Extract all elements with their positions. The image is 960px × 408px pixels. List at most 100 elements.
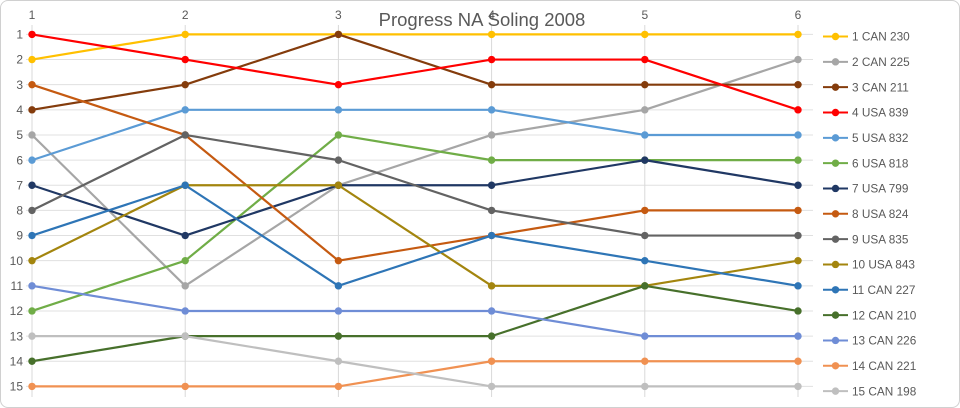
series-line bbox=[31, 58, 799, 287]
legend-entry: 14 CAN 221 bbox=[823, 359, 916, 373]
legend-marker-dot bbox=[831, 159, 840, 167]
y-tick-label: 6 bbox=[16, 153, 23, 167]
data-point bbox=[794, 206, 802, 215]
data-point bbox=[487, 80, 496, 89]
series-line bbox=[31, 108, 798, 162]
legend-label: 15 CAN 198 bbox=[852, 384, 917, 398]
legend-label: 6 USA 818 bbox=[852, 156, 909, 170]
data-point bbox=[181, 106, 189, 114]
y-tick-label: 10 bbox=[10, 254, 24, 268]
data-point bbox=[181, 30, 189, 39]
data-point bbox=[334, 282, 343, 290]
series-8-usa-824 bbox=[28, 80, 802, 265]
legend-label: 3 CAN 211 bbox=[852, 80, 909, 94]
series-6-usa-818 bbox=[28, 131, 802, 315]
data-point bbox=[641, 156, 649, 164]
data-point bbox=[641, 30, 649, 39]
data-point bbox=[28, 156, 36, 164]
y-tick-label: 5 bbox=[16, 128, 23, 142]
data-point bbox=[794, 80, 802, 89]
data-point bbox=[28, 206, 36, 215]
data-point bbox=[794, 231, 802, 240]
series-4-usa-839 bbox=[28, 30, 802, 114]
x-axis-tick-labels: 1 2 3 4 5 6 bbox=[29, 8, 802, 22]
data-point bbox=[641, 382, 649, 391]
x-tick-label: 3 bbox=[335, 8, 342, 22]
series-3-can-211 bbox=[28, 30, 802, 114]
legend-entry: 10 USA 843 bbox=[823, 258, 915, 272]
data-point bbox=[487, 231, 496, 240]
data-point bbox=[794, 382, 802, 391]
series-line bbox=[31, 184, 799, 287]
data-point bbox=[334, 181, 343, 189]
data-point bbox=[334, 382, 343, 391]
data-point bbox=[181, 131, 189, 139]
y-tick-label: 12 bbox=[10, 304, 24, 318]
series-15-can-198 bbox=[28, 332, 802, 391]
legend-label: 14 CAN 221 bbox=[852, 359, 916, 373]
legend-label: 11 CAN 227 bbox=[852, 283, 915, 297]
data-point bbox=[794, 181, 802, 189]
series-12-can-210 bbox=[28, 282, 802, 365]
data-point bbox=[487, 282, 496, 290]
y-tick-label: 1 bbox=[16, 28, 23, 42]
data-point bbox=[794, 307, 802, 315]
legend-label: 5 USA 832 bbox=[852, 131, 908, 145]
data-point bbox=[641, 106, 649, 114]
data-point bbox=[641, 332, 649, 340]
series-10-usa-843 bbox=[28, 181, 802, 290]
legend-label: 10 USA 843 bbox=[852, 258, 915, 272]
legend-marker-dot bbox=[831, 32, 840, 41]
data-point bbox=[487, 382, 496, 391]
legend-entry: 3 CAN 211 bbox=[823, 80, 909, 94]
series-line bbox=[31, 33, 799, 111]
data-point bbox=[487, 156, 496, 164]
data-point bbox=[28, 357, 36, 365]
legend-marker-dot bbox=[831, 362, 840, 370]
data-point bbox=[487, 131, 496, 139]
data-point bbox=[487, 332, 496, 340]
series-line bbox=[31, 33, 798, 111]
data-point bbox=[487, 30, 496, 39]
legend-entry: 1 CAN 230 bbox=[823, 30, 910, 44]
data-point bbox=[28, 80, 36, 89]
series-line bbox=[31, 184, 799, 287]
legend: 1 CAN 230 2 CAN 225 3 CAN 211 4 USA 839 5 US… bbox=[823, 30, 917, 398]
y-tick-label: 7 bbox=[16, 178, 23, 192]
data-point bbox=[641, 256, 649, 265]
data-point bbox=[487, 181, 496, 189]
legend-marker-dot bbox=[831, 286, 840, 294]
legend-marker-dot bbox=[831, 336, 840, 345]
legend-label: 9 USA 835 bbox=[852, 232, 909, 246]
legend-entry: 8 USA 824 bbox=[823, 207, 909, 221]
data-point bbox=[794, 357, 802, 365]
legend-marker-dot bbox=[831, 108, 840, 117]
legend-entry: 7 USA 799 bbox=[823, 182, 908, 196]
data-point bbox=[794, 55, 802, 64]
data-point bbox=[181, 332, 189, 340]
data-point bbox=[28, 382, 36, 391]
legend-marker-dot bbox=[831, 387, 840, 395]
chart-title: Progress NA Soling 2008 bbox=[379, 9, 586, 30]
series-13-can-226 bbox=[28, 282, 802, 340]
data-point bbox=[181, 382, 189, 391]
data-point bbox=[181, 282, 189, 290]
legend-marker-dot bbox=[831, 311, 840, 319]
data-point bbox=[334, 106, 343, 114]
data-point bbox=[334, 357, 343, 365]
legend-label: 12 CAN 210 bbox=[852, 308, 917, 322]
x-tick-label: 2 bbox=[182, 8, 189, 22]
x-tick-label: 5 bbox=[641, 8, 648, 22]
x-tick-label: 1 bbox=[29, 8, 36, 22]
series-5-usa-832 bbox=[28, 106, 802, 164]
data-point bbox=[334, 156, 343, 164]
legend-entry: 11 CAN 227 bbox=[823, 283, 915, 297]
series-line bbox=[31, 33, 798, 61]
legend-entry: 5 USA 832 bbox=[823, 131, 908, 145]
y-tick-label: 15 bbox=[10, 380, 24, 394]
data-point bbox=[28, 181, 36, 189]
legend-entry: 15 CAN 198 bbox=[823, 384, 917, 398]
data-point bbox=[28, 231, 36, 240]
